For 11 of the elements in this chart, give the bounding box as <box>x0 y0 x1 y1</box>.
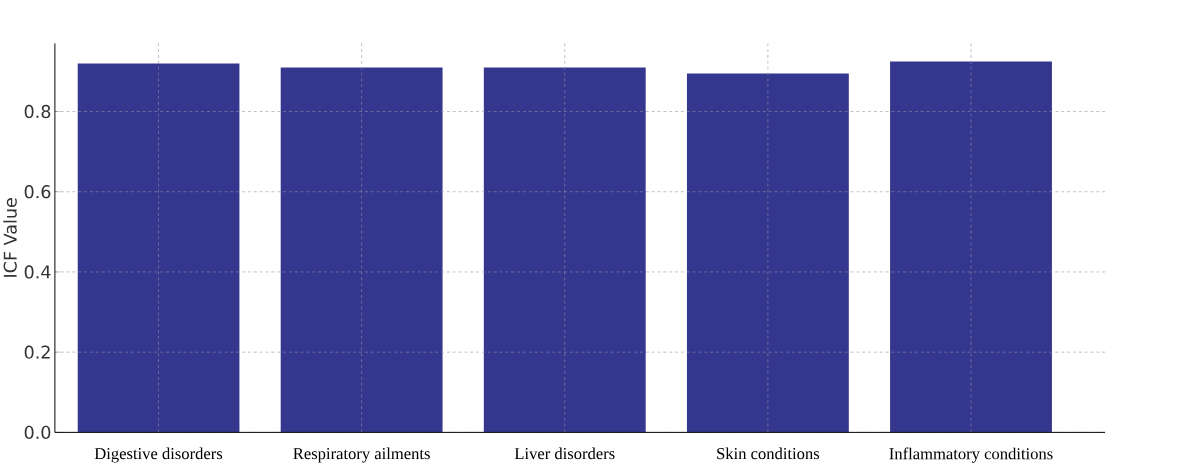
x-tick-label: Inflammatory conditions <box>889 447 1053 463</box>
y-tick-label: 0.6 <box>24 185 51 199</box>
y-axis-title: ICF Value <box>3 198 17 277</box>
y-tick-label: 0.8 <box>24 104 51 119</box>
y-tick-label: 0.2 <box>24 345 50 359</box>
x-tick-label: Liver disorders <box>514 447 615 460</box>
x-tick-label: Digestive disorders <box>94 447 223 463</box>
y-tick-label: 0.4 <box>24 265 51 279</box>
y-tick-label: 0.0 <box>24 425 51 439</box>
x-tick-label: Respiratory ailments <box>293 447 430 463</box>
x-tick-label: Skin conditions <box>717 447 820 460</box>
